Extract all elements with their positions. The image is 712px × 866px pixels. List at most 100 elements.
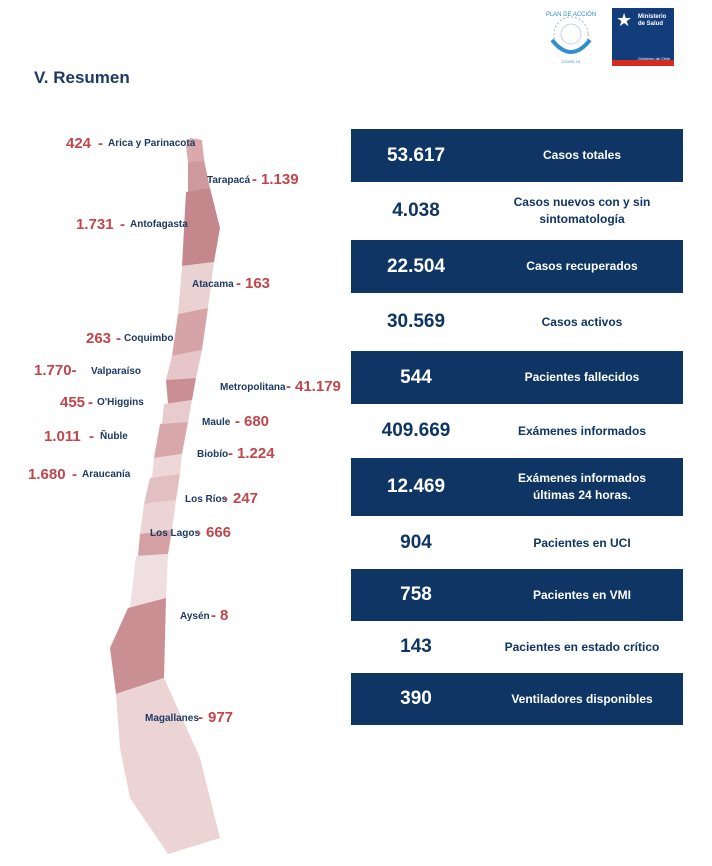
region-atacama: [178, 262, 214, 314]
ministerio-salud-logo: ★ Ministerio de Salud Gobierno de Chile: [612, 8, 674, 66]
region-dash: -: [211, 607, 216, 624]
summary-label: Pacientes en VMI: [532, 587, 632, 602]
region-value-tarapaca: 1.139: [261, 171, 299, 188]
summary-row: 143 Pacientes en estado crítico: [351, 622, 683, 672]
star-icon: ★: [616, 10, 633, 30]
summary-value: 22.504: [386, 255, 446, 277]
summary-label: Pacientes en estado crítico: [504, 639, 660, 654]
summary-value: 143: [400, 636, 432, 657]
summary-label: Casos activos: [541, 314, 623, 329]
region-tarapaca: [188, 160, 210, 192]
region-value-magallanes: 977: [208, 709, 234, 726]
svg-text:PLAN DE ACCIÓN: PLAN DE ACCIÓN: [546, 11, 596, 18]
summary-value: 758: [400, 584, 432, 605]
region-antofagasta: [182, 188, 220, 266]
summary-label: Casos totales: [542, 148, 622, 162]
summary-label: Casos recuperados: [526, 259, 638, 273]
chile-map: [110, 138, 220, 854]
summary-value: 30.569: [386, 311, 446, 332]
region-name-atacama: Atacama: [192, 279, 234, 290]
region-dash: -: [223, 490, 228, 507]
region-maule: [154, 422, 188, 458]
region-dash: -: [120, 216, 125, 233]
region-name-los-lagos: Los Lagos: [150, 528, 201, 539]
summary-label: Exámenes informados: [517, 423, 647, 438]
region-name-biobio: Biobío: [197, 449, 229, 460]
summary-row: 53.617 Casos totales: [351, 129, 683, 182]
region-dash: -: [252, 171, 257, 188]
coronavirus-plan-logo: PLAN DE ACCIÓN COVID-19: [546, 11, 596, 64]
region-name-ohiggins: O'Higgins: [97, 397, 144, 408]
region-value-los-rios: 247: [233, 490, 259, 507]
summary-value: 53.617: [386, 144, 446, 166]
summary-row: 390 Ventiladores disponibles: [351, 673, 683, 725]
region-dash: -: [88, 394, 93, 411]
svg-text:COVID-19: COVID-19: [562, 59, 581, 64]
region-value-antofagasta: 1.731: [76, 216, 114, 233]
region-value-valparaiso: 1.770-: [34, 362, 77, 379]
summary-value: 390: [400, 688, 432, 709]
region-dash: -: [236, 275, 241, 292]
region-name-metropolitana: Metropolitana: [220, 382, 286, 393]
region-metropolitana: [166, 378, 196, 404]
summary-label: Ventiladores disponibles: [511, 691, 653, 706]
summary-value: 904: [400, 532, 432, 553]
region-name-antofagasta: Antofagasta: [130, 219, 188, 230]
region-dash: -: [228, 445, 233, 462]
region-dash: -: [89, 428, 94, 445]
summary-row: 4.038 Casos nuevos con y sin sintomatolo…: [351, 185, 683, 237]
region-dash: -: [196, 524, 201, 541]
region-name-arica: Arica y Parinacota: [108, 138, 196, 149]
summary-row: 544 Pacientes fallecidos: [351, 351, 683, 404]
region-value-coquimbo: 263: [86, 330, 112, 347]
summary-value: 544: [400, 366, 432, 388]
region-dash: -: [116, 330, 121, 347]
summary-label: Pacientes en UCI: [533, 535, 631, 550]
summary-row: 409.669 Exámenes informados: [351, 406, 683, 456]
region-value-ohiggins: 455: [60, 394, 86, 411]
summary-value: 12.469: [386, 476, 446, 497]
region-aysen: [110, 598, 166, 694]
region-dash: -: [198, 709, 203, 726]
region-value-maule: 680: [244, 413, 270, 430]
region-name-coquimbo: Coquimbo: [124, 333, 174, 344]
region-ohiggins: [162, 400, 192, 424]
region-valparaiso: [166, 350, 202, 380]
summary-label: Pacientes fallecidos: [524, 370, 640, 384]
region-los-rios: [138, 530, 172, 556]
region-value-arica: 424: [66, 135, 92, 152]
region-value-nuble: 1.011: [44, 428, 81, 445]
region-dash: -: [98, 135, 103, 152]
region-biobio: [144, 474, 180, 504]
region-value-metropolitana: 41.179: [295, 378, 341, 395]
summary-row: 22.504 Casos recuperados: [351, 240, 683, 293]
region-value-los-lagos: 666: [206, 524, 232, 541]
summary-row: 758 Pacientes en VMI: [351, 569, 683, 621]
region-name-aysen: Aysén: [180, 611, 210, 622]
region-name-valparaiso: Valparaíso: [91, 366, 142, 377]
summary-row: 12.469 Exámenes informados últimas 24 ho…: [351, 458, 683, 516]
region-name-araucania: Araucanía: [82, 469, 131, 480]
summary-row: 904 Pacientes en UCI: [351, 518, 683, 568]
region-value-araucania: 1.680: [28, 466, 66, 483]
region-los-lagos: [130, 554, 168, 608]
region-name-tarapaca: Tarapacá: [207, 175, 251, 186]
region-name-los-rios: Los Ríos: [185, 494, 228, 505]
region-dash: -: [72, 466, 77, 483]
summary-value: 409.669: [381, 420, 451, 441]
region-name-nuble: Ñuble: [100, 431, 128, 442]
region-nuble: [152, 454, 182, 478]
region-value-aysen: 8: [220, 607, 229, 624]
summary-label: Exámenes informados últimas 24 horas.: [517, 471, 647, 502]
gobierno-label: Gobierno de Chile: [638, 56, 671, 61]
region-name-maule: Maule: [202, 417, 231, 428]
summary-row: 30.569 Casos activos: [351, 296, 683, 348]
region-magallanes: [116, 678, 220, 854]
region-value-atacama: 163: [245, 275, 271, 292]
summary-value: 4.038: [392, 200, 440, 221]
region-value-biobio: 1.224: [237, 445, 275, 462]
region-dash: -: [235, 413, 240, 430]
region-arica: [186, 138, 204, 162]
region-name-magallanes: Magallanes: [145, 713, 199, 724]
page-title: V. Resumen: [34, 68, 130, 87]
